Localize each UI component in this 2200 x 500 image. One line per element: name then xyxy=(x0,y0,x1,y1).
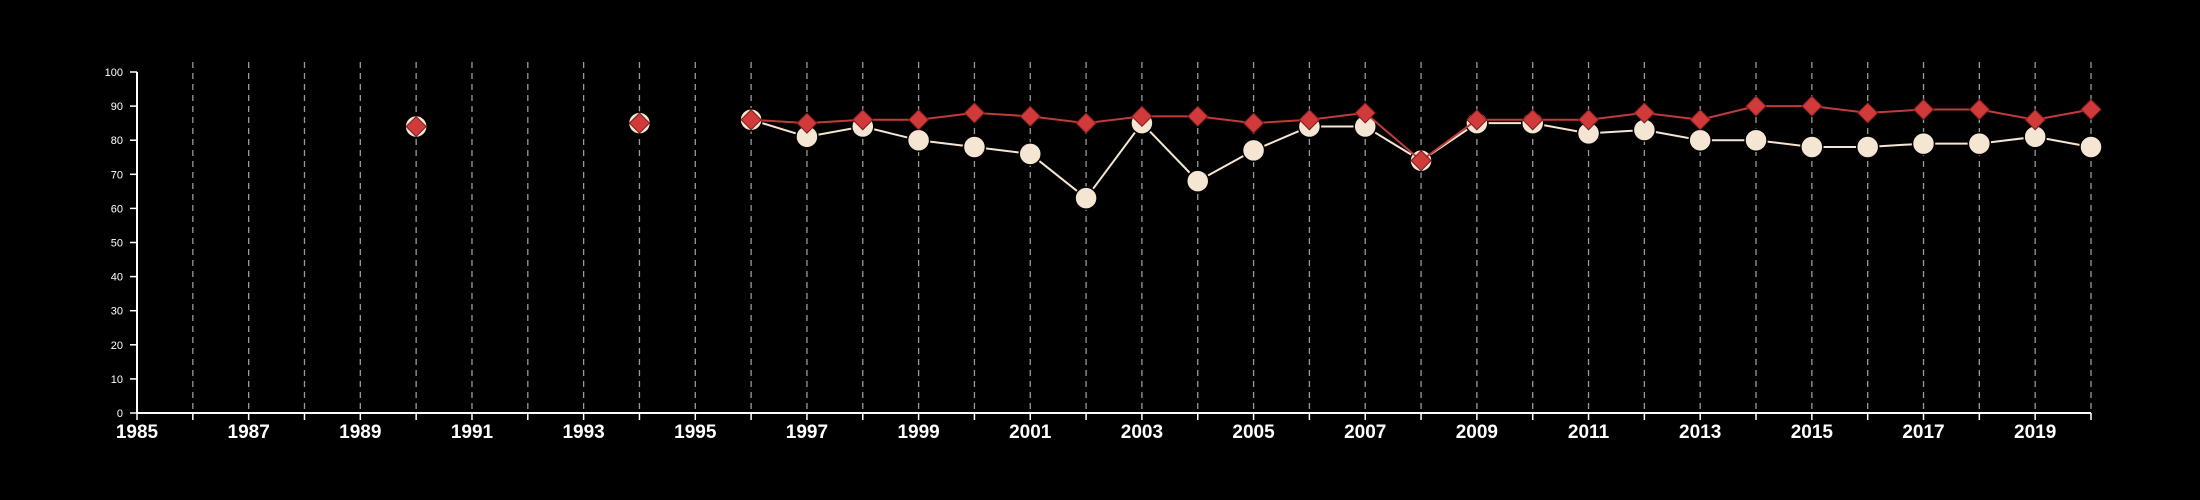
series-2-point-2014 xyxy=(1745,95,1767,117)
series-1-point-2000 xyxy=(962,135,987,159)
x-tick-label: 1991 xyxy=(451,422,494,443)
series-1-point-2002 xyxy=(1074,186,1098,210)
x-tick-label: 1987 xyxy=(228,422,270,443)
series-2-point-1996 xyxy=(740,109,762,131)
x-tick-label: 1993 xyxy=(562,422,604,443)
y-tick-label: 10 xyxy=(111,374,123,386)
series-2-point-2001 xyxy=(1019,105,1041,128)
series-2-point-2003 xyxy=(1131,105,1153,128)
y-tick-label: 50 xyxy=(111,238,123,250)
x-tick-label: 2007 xyxy=(1344,422,1386,443)
series-2-point-2004 xyxy=(1187,105,1209,128)
x-tick-label: 2015 xyxy=(1791,422,1834,443)
y-tick-label: 80 xyxy=(111,135,123,147)
series-2-point-2015 xyxy=(1801,95,1823,117)
x-tick-label: 2011 xyxy=(1568,422,1610,443)
series-2-point-2006 xyxy=(1298,109,1321,131)
series-2-point-2011 xyxy=(1577,109,1600,131)
series-2-point-2018 xyxy=(1968,98,1991,121)
series-1-point-2013 xyxy=(1688,128,1712,152)
x-tick-label: 1999 xyxy=(897,422,939,443)
y-tick-label: 70 xyxy=(111,169,123,181)
series-2-point-2002 xyxy=(1075,112,1097,134)
series-1-point-2018 xyxy=(1967,131,1992,156)
x-tick-label: 2001 xyxy=(1009,422,1052,443)
x-tick-label: 2005 xyxy=(1232,422,1275,443)
x-tick-label: 1997 xyxy=(786,422,828,443)
series-2-point-2007 xyxy=(1354,102,1376,124)
series-2-point-2019 xyxy=(2024,109,2046,131)
series-1-point-2016 xyxy=(1855,135,1880,159)
series-2 xyxy=(405,95,2102,172)
series-2-point-2005 xyxy=(1242,112,1265,134)
series-1-point-2004 xyxy=(1185,169,1210,193)
y-tick-label: 30 xyxy=(111,306,123,318)
x-tick-label: 2017 xyxy=(1902,422,1944,443)
series-1-point-2015 xyxy=(1800,135,1824,159)
series-2-point-2010 xyxy=(1522,109,1544,131)
series-2-point-2017 xyxy=(1912,98,1935,121)
series-1-point-2017 xyxy=(1911,131,1936,156)
y-tick-label: 20 xyxy=(111,340,123,352)
series-2-point-1997 xyxy=(796,112,818,134)
x-tick-label: 2019 xyxy=(2014,422,2056,443)
y-tick-label: 100 xyxy=(105,67,123,79)
series-2-point-2009 xyxy=(1466,109,1488,131)
series-2-point-1999 xyxy=(907,109,930,131)
data-series xyxy=(404,95,2103,210)
y-tick-label: 40 xyxy=(111,272,123,284)
y-tick-label: 90 xyxy=(111,101,123,113)
series-1-point-2014 xyxy=(1744,128,1768,152)
series-2-point-2016 xyxy=(1856,102,1879,124)
x-tick-label: 2013 xyxy=(1679,422,1721,443)
series-1-point-2001 xyxy=(1018,142,1043,166)
series-2-point-2020 xyxy=(2080,98,2102,121)
axes: 0 10 20 30 40 50 60 70 80 90 100 1985 1987 1989 1991 19… xyxy=(105,67,2092,443)
series-1-point-2005 xyxy=(1241,138,1266,163)
series-2-point-2000 xyxy=(963,102,986,124)
series-2-point-2012 xyxy=(1633,102,1656,124)
y-tick-label: 0 xyxy=(117,408,123,420)
x-tick-label: 1985 xyxy=(116,422,159,443)
series-2-point-1990 xyxy=(405,115,427,138)
x-tick-label: 2003 xyxy=(1121,422,1163,443)
series-2-point-2013 xyxy=(1689,109,1711,131)
x-tick-label: 2009 xyxy=(1456,422,1498,443)
series-1-point-2020 xyxy=(2079,135,2103,159)
x-tick-label: 1995 xyxy=(674,422,717,443)
series-2-point-2008 xyxy=(1410,149,1432,172)
series-2-point-1994 xyxy=(628,112,651,134)
series-1-point-1999 xyxy=(906,128,931,152)
y-tick-label: 60 xyxy=(111,203,123,215)
x-tick-label: 1989 xyxy=(339,422,381,443)
series-2-point-1998 xyxy=(852,109,874,131)
